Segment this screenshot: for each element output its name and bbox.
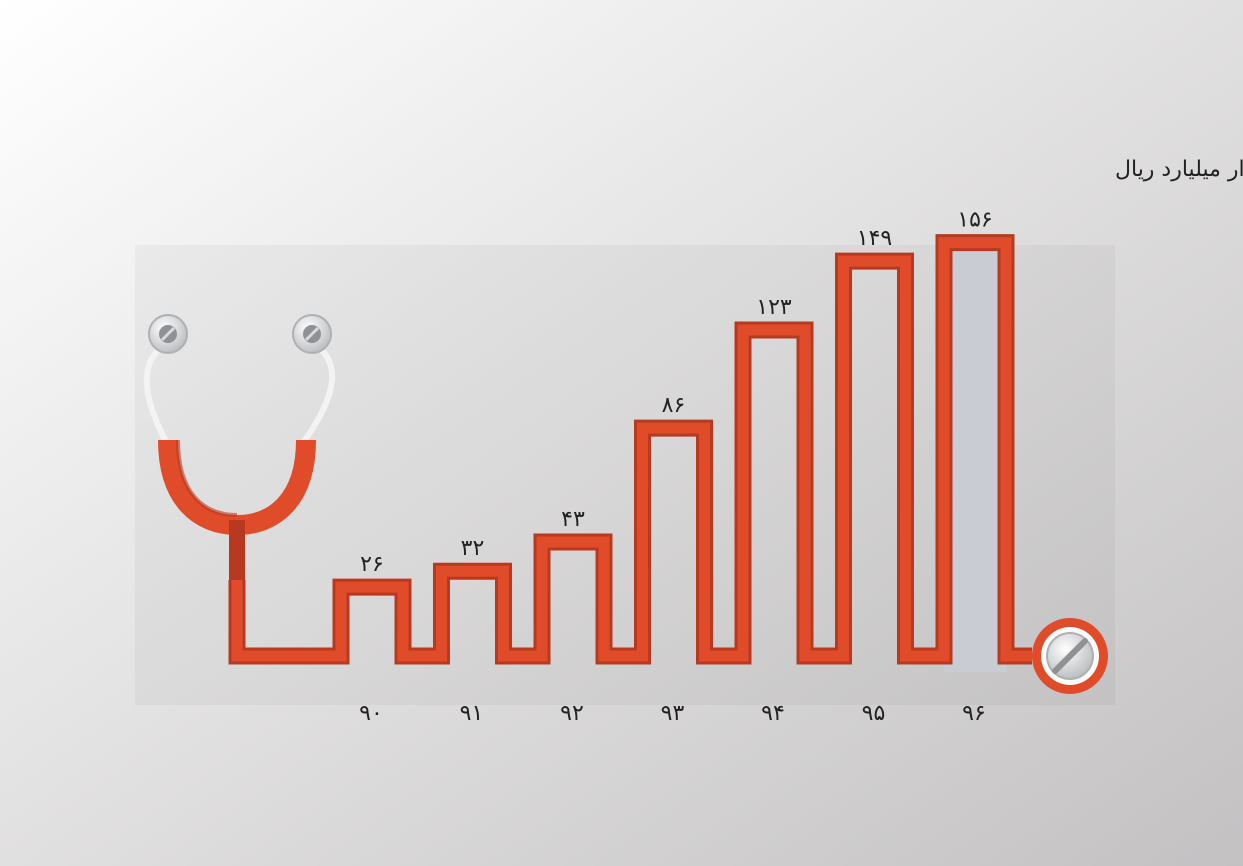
value-label-0: ۲۶ [360, 552, 384, 577]
value-label-1: ۳۲ [461, 536, 485, 561]
value-label-2: ۴۳ [561, 507, 585, 532]
headset-u-shadow [176, 439, 238, 517]
value-label-5: ۱۴۹ [857, 226, 892, 251]
value-label-6: ۱۵۶ [957, 208, 992, 233]
category-label-5: ۹۵ [862, 701, 886, 726]
highlight-layer [944, 242, 1006, 672]
stem [229, 520, 245, 588]
chestpiece-icon [1032, 618, 1108, 694]
category-label-2: ۹۲ [560, 701, 584, 726]
label-layer: ۲۶ ۹۰ ۳۲ ۹۱ ۴۳ ۹۲ ۸۶ ۹۳ ۱۲۳ ۹۴ ۱۴۹ ۹۵ ۱۵۶ ۹۶ [359, 208, 993, 726]
value-label-4: ۱۲۳ [756, 295, 792, 320]
category-label-3: ۹۳ [661, 701, 685, 726]
tube-line [231, 237, 1032, 662]
bar-highlight-6 [944, 242, 1006, 672]
category-label-1: ۹۱ [460, 701, 484, 726]
unit-label: هزار میلیارد ریال [1115, 157, 1243, 182]
category-label-4: ۹۴ [761, 701, 785, 726]
category-label-0: ۹۰ [359, 701, 383, 726]
category-label-6: ۹۶ [962, 701, 986, 726]
right-ear-tip-icon [292, 314, 332, 354]
left-ear-tip-icon [148, 314, 188, 354]
stethoscope-icon [143, 314, 336, 588]
value-label-3: ۸۶ [662, 393, 686, 418]
tube-layer [228, 234, 1032, 665]
